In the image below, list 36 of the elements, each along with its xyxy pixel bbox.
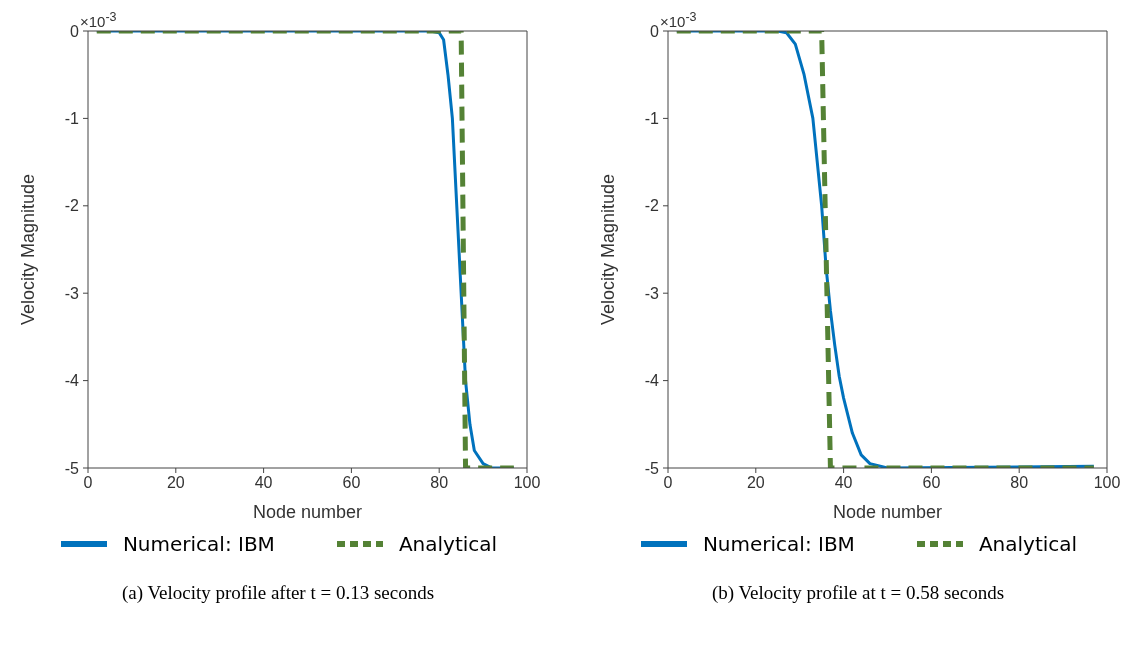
x-tick-label: 80 [430, 474, 449, 492]
y-tick-label: -5 [644, 459, 660, 477]
y-tick-label: -4 [644, 372, 660, 390]
x-tick-label: 20 [166, 474, 185, 492]
y-tick-label: 0 [650, 22, 660, 40]
x-axis-title: Node number [252, 502, 363, 522]
text: ×10$^{-3}$ [80, 10, 117, 30]
y-tick-label: -2 [64, 197, 80, 215]
x-tick-label: 100 [1093, 474, 1121, 492]
y-axis-title: Velocity Magnitude [18, 173, 39, 326]
x-axis-title: Node number [832, 502, 943, 522]
y-tick-label: -3 [64, 284, 80, 302]
y-tick-label: 0 [70, 22, 80, 40]
x-tick-label: 60 [342, 474, 361, 492]
y-tick-label: -3 [644, 284, 660, 302]
text: (a) Velocity profile after t = 0.13 seconds [121, 582, 435, 603]
y-tick-label: -2 [644, 197, 660, 215]
x-tick-label: 0 [663, 474, 673, 492]
legend-label: Numerical: IBM [702, 532, 855, 556]
text: (b) Velocity profile at t = 0.58 seconds [711, 582, 1005, 603]
y-tick-label: -5 [64, 459, 80, 477]
x-tick-label: 40 [254, 474, 273, 492]
y-axis-title: Velocity Magnitude [598, 173, 619, 326]
x-tick-label: 0 [83, 474, 93, 492]
x-tick-label: 60 [922, 474, 941, 492]
legend-label: Analytical [978, 532, 1078, 556]
text: ×10$^{-3}$ [660, 10, 697, 30]
legend-label: Analytical [398, 532, 498, 556]
legend-label: Numerical: IBM [122, 532, 275, 556]
y-tick-label: -4 [64, 372, 80, 390]
y-tick-label: -1 [64, 110, 80, 128]
x-tick-label: 40 [834, 474, 853, 492]
y-tick-label: -1 [644, 110, 660, 128]
x-tick-label: 20 [746, 474, 765, 492]
x-tick-label: 100 [513, 474, 541, 492]
x-tick-label: 80 [1010, 474, 1029, 492]
